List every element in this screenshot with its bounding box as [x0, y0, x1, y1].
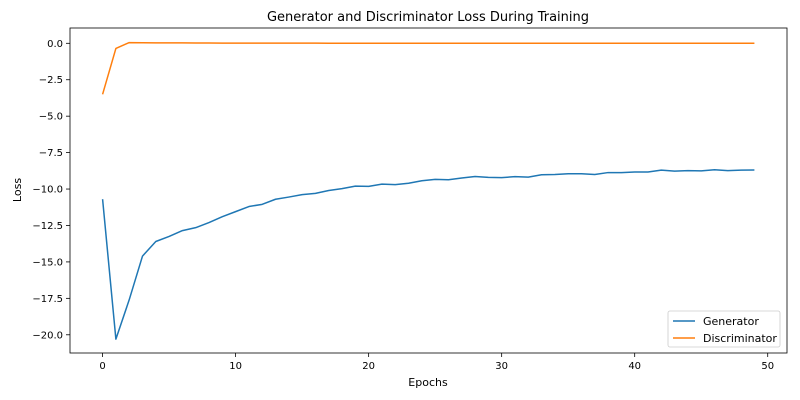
y-tick-label: −5.0 — [39, 112, 63, 123]
legend-label-generator: Generator — [703, 315, 759, 328]
y-tick-label: −7.5 — [39, 148, 63, 159]
y-axis: 0.0 −2.5 −5.0 −7.5 −10.0 −12.5 −15.0 −17.5 −20.0 — [32, 39, 70, 341]
chart-title: Generator and Discriminator Loss During … — [267, 10, 589, 25]
x-axis: 0 10 20 30 40 50 — [99, 353, 774, 372]
y-tick-label: −10.0 — [32, 185, 63, 196]
x-tick-label: 20 — [362, 361, 375, 372]
x-axis-label: Epochs — [408, 376, 448, 389]
legend-label-discriminator: Discriminator — [703, 332, 777, 345]
y-tick-label: −20.0 — [32, 330, 63, 341]
x-tick-label: 10 — [229, 361, 242, 372]
y-tick-label: −12.5 — [32, 221, 63, 232]
series-line-discriminator — [101, 41, 755, 95]
x-tick-label: 50 — [761, 361, 774, 372]
legend-box — [667, 310, 781, 348]
x-tick-label: 0 — [99, 361, 105, 372]
legend: Generator Discriminator — [667, 310, 781, 348]
y-tick-label: −17.5 — [32, 294, 63, 305]
y-tick-label: 0.0 — [47, 39, 63, 50]
series-layer — [101, 41, 755, 340]
y-tick-label: −15.0 — [32, 257, 63, 268]
x-tick-label: 40 — [628, 361, 641, 372]
y-tick-label: −2.5 — [39, 75, 63, 86]
y-axis-label: Loss — [11, 178, 24, 202]
series-line-generator — [101, 169, 755, 340]
x-tick-label: 30 — [495, 361, 508, 372]
plot-frame — [69, 27, 788, 354]
